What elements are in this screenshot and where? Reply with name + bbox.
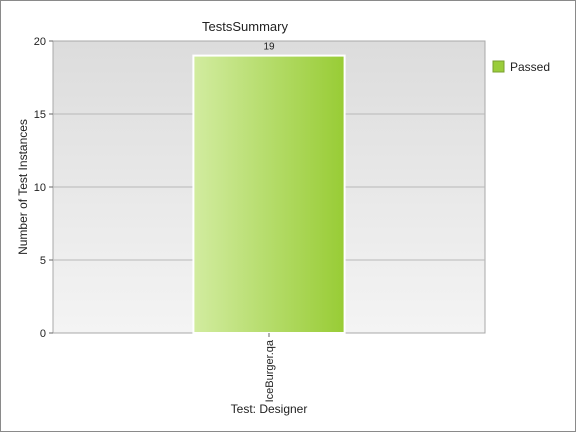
bars: 19 [192,42,346,334]
y-tick-label: 20 [34,36,46,48]
bar [192,54,346,334]
y-axis: 0 5 10 15 20 [34,36,53,340]
y-tick-label: 5 [40,255,46,267]
x-tick-label: IceBurger.qa [264,339,276,402]
data-label: 19 [263,42,275,53]
chart-title: TestsSummary [202,19,288,34]
x-axis: IceBurger.qa [264,333,276,402]
y-tick-label: 15 [34,109,46,121]
y-tick-label: 10 [34,182,46,194]
y-axis-label: Number of Test Instances [16,119,30,255]
legend-label: Passed [510,60,550,74]
legend-swatch [492,60,505,73]
legend: Passed [492,60,550,74]
y-tick-label: 0 [40,328,46,340]
x-axis-label: Test: Designer [231,402,308,416]
